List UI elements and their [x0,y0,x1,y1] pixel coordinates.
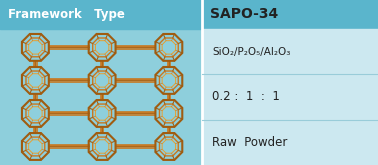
Bar [202,29,378,165]
Bar [0,0,378,29]
Text: Framework   Type: Framework Type [8,8,125,21]
Text: SAPO-34: SAPO-34 [210,7,279,21]
Text: 0.2 :  1  :  1: 0.2 : 1 : 1 [212,90,280,103]
Text: Raw  Powder: Raw Powder [212,136,288,149]
Text: SiO₂/P₂O₅/Al₂O₃: SiO₂/P₂O₅/Al₂O₃ [212,47,291,57]
